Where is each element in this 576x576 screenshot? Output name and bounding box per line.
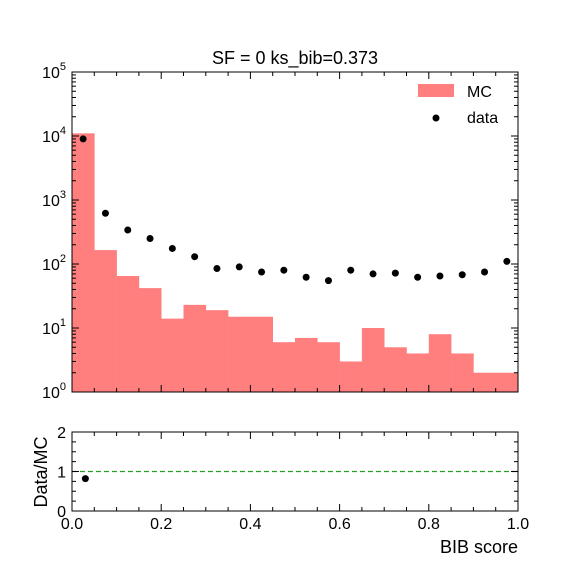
data-point [213,265,220,272]
data-point [236,263,243,270]
data-point [325,277,332,284]
x-tick-label: 1.0 [507,516,529,533]
data-point [370,270,377,277]
legend-marker-data [433,115,440,122]
mc-bar [117,276,140,392]
data-point [80,135,87,142]
data-point [436,272,443,279]
mc-bar [295,338,318,392]
main-y-tick-labels: 100 101 102 103 104 105 [42,61,66,402]
y-tick-label: 101 [42,317,66,338]
x-tick-label: 0.0 [61,516,83,533]
mc-bar [228,317,251,392]
mc-bar [139,288,162,392]
x-tick-labels: 0.0 0.2 0.4 0.6 0.8 1.0 [61,516,529,533]
legend-label-data: data [467,110,498,127]
x-tick-label: 0.8 [418,516,440,533]
x-tick-label: 0.4 [239,516,261,533]
ratio-y-tick-labels: 012 [57,425,66,521]
y-tick-label: 102 [42,253,66,274]
mc-histogram [72,133,518,392]
data-point [459,271,466,278]
y-tick-label: 2 [57,425,66,442]
ratio-point [82,475,89,482]
data-point [503,258,510,265]
data-point [303,274,310,281]
mc-bar [184,305,207,392]
data-point [169,245,176,252]
mc-bar [473,373,496,392]
x-tick-label: 0.6 [328,516,350,533]
y-tick-label: 105 [42,61,66,82]
y-tick-label: 104 [42,125,66,146]
mc-bar [429,334,452,392]
legend-label-mc: MC [467,84,492,101]
mc-bar [451,353,474,392]
mc-bar [407,353,430,392]
mc-bar [384,347,407,392]
data-point [414,274,421,281]
data-point [191,253,198,260]
y-tick-label: 103 [42,189,66,210]
ratio-points [82,475,89,482]
legend: MC data [418,84,498,127]
y-tick-label: 100 [42,381,66,402]
x-tick-label: 0.2 [150,516,172,533]
plot-title: SF = 0 ks_bib=0.373 [212,48,378,69]
data-point [102,210,109,217]
main-panel: SF = 0 ks_bib=0.373 100 101 102 103 104 105 M… [42,48,518,402]
y-axis-title-ratio: Data/MC [31,436,51,507]
mc-bar [317,342,340,392]
mc-bar [250,317,273,392]
legend-swatch-mc [418,84,454,97]
mc-bar [161,319,184,392]
mc-bar [273,342,296,392]
data-point [258,268,265,275]
mc-bar [340,361,363,392]
data-point [124,226,131,233]
data-point [392,270,399,277]
mc-bar [94,250,117,392]
x-axis-title: BIB score [440,537,518,557]
data-point [280,267,287,274]
ratio-panel: 012 0.0 0.2 0.4 0.6 0.8 1.0 Data/MC BIB score [31,425,529,557]
data-point [347,267,354,274]
data-point [147,235,154,242]
mc-bar [362,328,385,392]
data-point [481,268,488,275]
y-tick-label: 1 [57,465,66,482]
data-points [80,135,511,284]
mc-bar [206,310,229,392]
mc-bar [496,373,519,392]
